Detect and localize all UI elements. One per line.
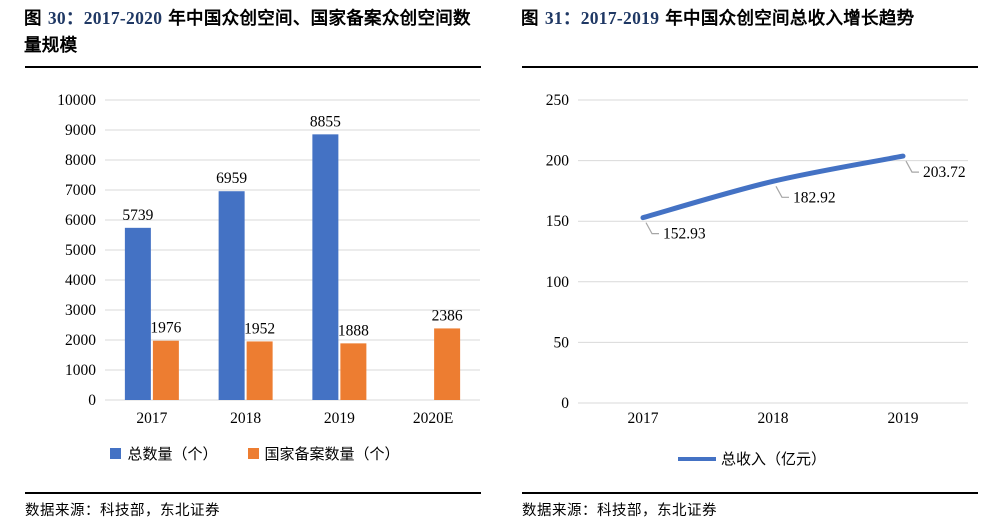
legend-item-total-count: 总数量（个） <box>110 443 218 464</box>
legend-label: 国家备案数量（个） <box>264 447 400 463</box>
figure-number-and-years: 31：2017-2019 <box>544 8 660 28</box>
title-divider-line <box>25 66 481 68</box>
svg-text:150: 150 <box>546 213 570 230</box>
legend-item-registered-count: 国家备案数量（个） <box>247 443 400 464</box>
data-source-note: 数据来源：科技部，东北证券 <box>25 503 220 519</box>
svg-text:2017: 2017 <box>628 410 659 427</box>
figure-label: 图 <box>24 8 42 28</box>
figure-31-panel: 图 31：2017-2019 年中国众创空间总收入增长趋势 0 50 100 150 200… <box>517 0 987 529</box>
figure-31-title: 图 31：2017-2019 年中国众创空间总收入增长趋势 <box>521 5 981 32</box>
svg-text:10000: 10000 <box>57 92 96 109</box>
svg-text:1976: 1976 <box>150 320 181 337</box>
svg-text:4000: 4000 <box>65 272 96 289</box>
svg-text:182.92: 182.92 <box>793 189 836 206</box>
svg-text:8000: 8000 <box>65 152 96 169</box>
figure-number-and-years: 30：2017-2020 <box>47 8 163 28</box>
svg-text:250: 250 <box>546 92 570 109</box>
svg-text:152.93: 152.93 <box>663 226 706 243</box>
svg-text:2000: 2000 <box>65 332 96 349</box>
figure-30-panel: 图 30：2017-2020 年中国众创空间、国家备案众创空间数量规模 0 1000 2… <box>20 0 490 529</box>
svg-text:100: 100 <box>546 274 570 291</box>
svg-text:1888: 1888 <box>338 322 369 339</box>
svg-text:1000: 1000 <box>65 362 96 379</box>
svg-text:7000: 7000 <box>65 182 96 199</box>
svg-text:9000: 9000 <box>65 122 96 139</box>
svg-text:2019: 2019 <box>888 410 919 427</box>
svg-text:200: 200 <box>546 153 570 170</box>
svg-text:2017: 2017 <box>136 410 167 427</box>
svg-text:5000: 5000 <box>65 242 96 259</box>
figure-title-text: 年中国众创空间、国家备案众创空间数量规模 <box>24 8 471 55</box>
blue-square-icon <box>110 448 122 459</box>
svg-text:203.72: 203.72 <box>923 164 966 181</box>
svg-text:2018: 2018 <box>230 410 261 427</box>
title-divider-line <box>522 66 978 68</box>
svg-text:2020E: 2020E <box>413 410 453 427</box>
figure-label: 图 <box>521 8 539 28</box>
svg-text:6959: 6959 <box>216 170 247 187</box>
bar-chart-legend: 总数量（个） 国家备案数量（个） <box>20 443 490 464</box>
data-source-note: 数据来源：科技部，东北证券 <box>522 503 717 519</box>
line-chart-legend: 总收入（亿元） <box>517 448 987 469</box>
svg-text:3000: 3000 <box>65 302 96 319</box>
line-chart: 0 50 100 150 200 250 152.93 182.92 203.72 2017 201… <box>546 92 968 427</box>
svg-text:0: 0 <box>88 392 96 409</box>
bar-chart: 0 1000 2000 3000 4000 5000 6000 7000 8000 9000 100… <box>57 92 480 427</box>
source-divider-line <box>25 492 481 494</box>
figure-30-title: 图 30：2017-2020 年中国众创空间、国家备案众创空间数量规模 <box>24 5 484 59</box>
svg-text:5739: 5739 <box>122 207 153 224</box>
orange-square-icon <box>247 448 259 459</box>
svg-text:2018: 2018 <box>758 410 789 427</box>
svg-text:6000: 6000 <box>65 212 96 229</box>
svg-text:8855: 8855 <box>310 113 341 130</box>
svg-text:0: 0 <box>561 395 569 412</box>
legend-label: 总收入（亿元） <box>720 452 826 468</box>
svg-text:2386: 2386 <box>432 307 463 324</box>
svg-text:2019: 2019 <box>324 410 355 427</box>
legend-label: 总数量（个） <box>127 447 218 463</box>
svg-text:1952: 1952 <box>244 320 275 337</box>
figure-title-text: 年中国众创空间总收入增长趋势 <box>665 8 915 28</box>
svg-text:50: 50 <box>554 334 570 351</box>
source-divider-line <box>522 492 978 494</box>
blue-line-icon <box>677 456 716 461</box>
legend-item-total-revenue: 总收入（亿元） <box>677 448 826 469</box>
